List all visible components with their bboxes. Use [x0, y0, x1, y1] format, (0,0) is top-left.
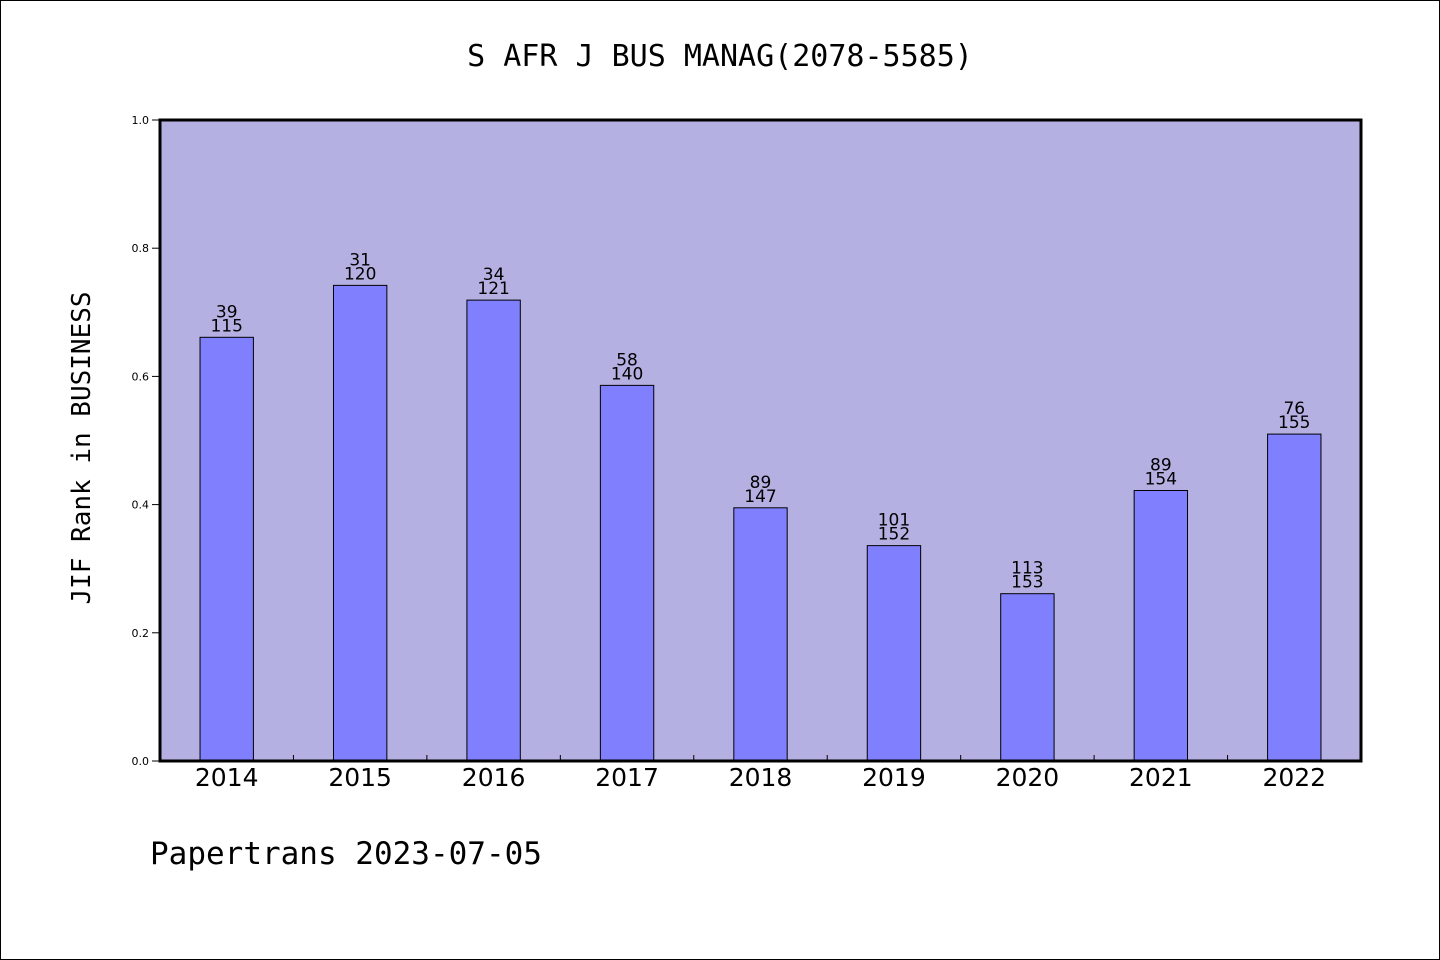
chart-title: S AFR J BUS MANAG(2078-5585)	[467, 39, 973, 74]
x-axis: 2014 2015 2016 2017 2018 2019 2020 2021 2022	[195, 755, 1326, 792]
x-tick-label: 2014	[195, 763, 259, 792]
bar-total-label: 120	[344, 264, 376, 284]
y-tick-label: 0.4	[132, 499, 150, 512]
bar-2018	[733, 507, 788, 762]
bar-total-label: 140	[611, 364, 643, 384]
bar-2014	[199, 336, 254, 762]
bar-rank-label: 101	[878, 511, 910, 531]
bars-group	[199, 284, 1322, 762]
y-tick-label: 0.0	[132, 755, 150, 768]
bar-total-label: 147	[744, 487, 776, 507]
bar-2017	[599, 384, 655, 762]
bar-total-label: 115	[210, 316, 242, 336]
bar-rank-label: 31	[349, 250, 371, 270]
bar-rank-label: 89	[1150, 455, 1172, 475]
bar-total-label: 155	[1278, 413, 1310, 433]
bar-total-label: 152	[878, 525, 910, 545]
x-tick-label: 2015	[328, 763, 392, 792]
y-axis-label: JIF Rank in BUSINESS	[67, 291, 97, 604]
x-tick-label: 2019	[862, 763, 926, 792]
bar-2019	[866, 545, 922, 762]
bar-2021	[1133, 489, 1189, 762]
bar-total-label: 154	[1145, 469, 1177, 489]
y-tick-label: 0.8	[132, 242, 150, 255]
bar-rank-label: 34	[483, 265, 505, 285]
bar-rank-label: 113	[1011, 559, 1043, 579]
x-tick-label: 2022	[1262, 763, 1326, 792]
y-tick-label: 1.0	[132, 114, 150, 127]
x-tick-label: 2021	[1129, 763, 1193, 792]
bar-2020	[1000, 593, 1055, 762]
x-tick-label: 2017	[595, 763, 659, 792]
y-tick-label: 0.2	[132, 627, 150, 640]
bar-rank-label: 76	[1283, 399, 1305, 419]
bar-2016	[466, 299, 521, 762]
x-tick-label: 2016	[462, 763, 526, 792]
y-tick-label: 0.6	[132, 370, 150, 383]
y-axis: 0.0 0.2 0.4 0.6 0.8 1.0	[132, 114, 160, 768]
x-tick-label: 2020	[996, 763, 1060, 792]
bar-2022	[1267, 433, 1322, 762]
bar-rank-label: 89	[750, 473, 772, 493]
bar-total-label: 121	[477, 279, 509, 299]
plot-border	[158, 118, 1363, 763]
bar-total-label: 153	[1011, 573, 1043, 593]
bar-rank-label: 39	[216, 302, 238, 322]
bar-2015	[332, 284, 388, 762]
bar-rank-label: 58	[616, 350, 638, 370]
x-tick-label: 2018	[729, 763, 793, 792]
footer-label: Papertrans 2023-07-05	[150, 836, 542, 872]
